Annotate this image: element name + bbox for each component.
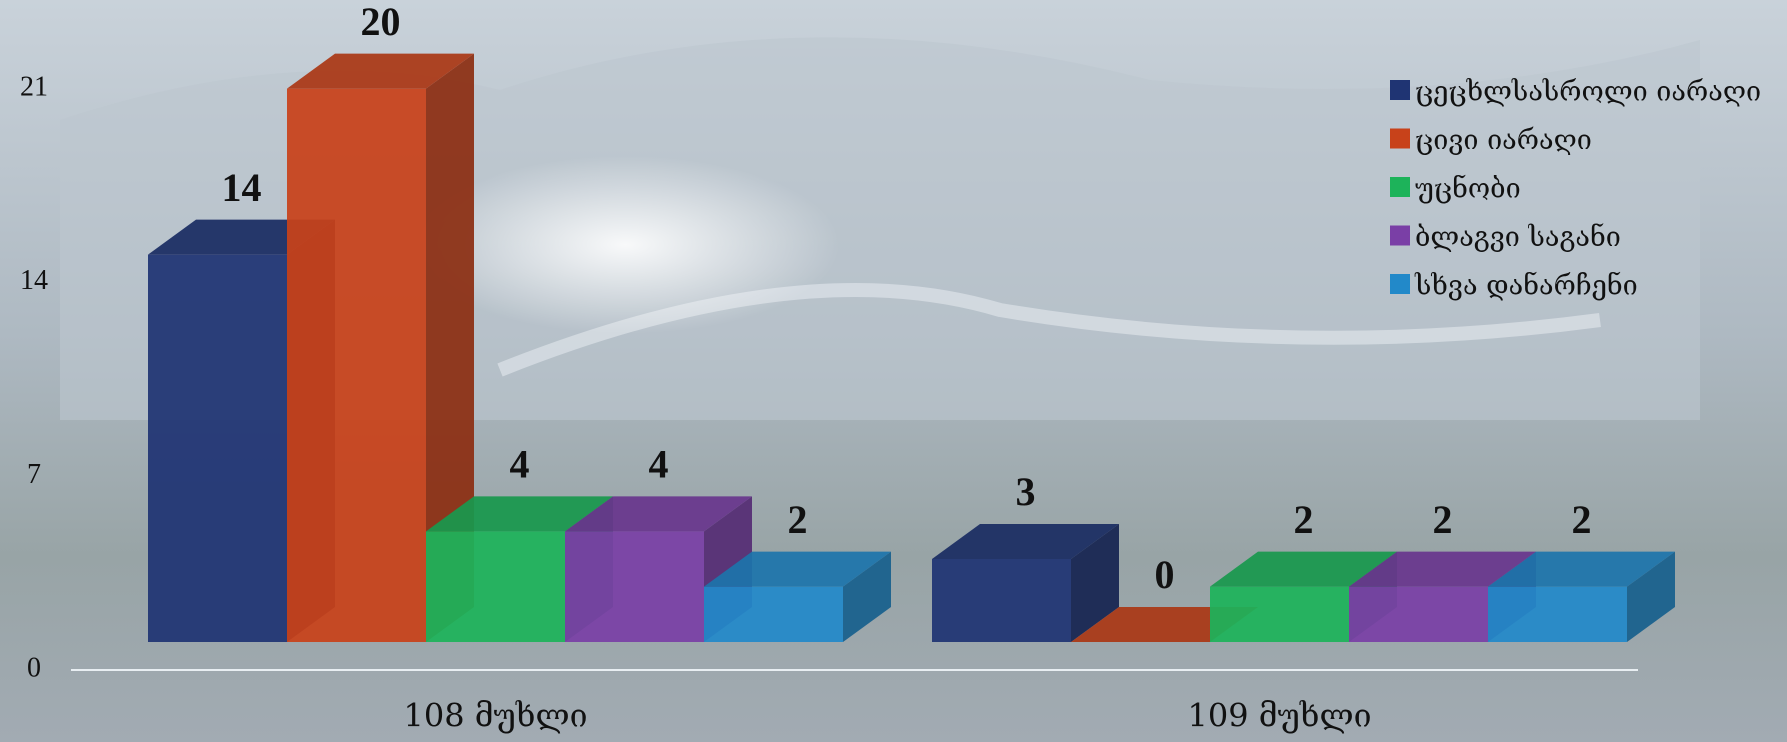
value-label: 4: [510, 442, 530, 487]
bar-front: [426, 531, 565, 642]
legend-swatch: [1390, 128, 1410, 149]
legend-swatch: [1390, 225, 1410, 246]
bar-top: [1210, 551, 1397, 587]
value-label: 2: [1294, 497, 1314, 542]
bar-front: [1349, 586, 1488, 642]
legend-swatch: [1390, 274, 1410, 294]
bar-front: [287, 88, 426, 642]
value-label: 20: [361, 0, 401, 44]
value-label: 3: [1016, 469, 1036, 514]
bar-front: [148, 254, 287, 642]
bar-top: [565, 496, 752, 532]
value-label: 0: [1155, 552, 1175, 597]
bar-front: [704, 586, 843, 642]
bar-top: [1488, 551, 1675, 587]
bar-top: [704, 551, 891, 587]
value-label: 14: [222, 165, 262, 210]
y-tick-label: 7: [27, 459, 41, 490]
y-tick-label: 14: [20, 265, 48, 296]
value-label: 2: [788, 497, 808, 542]
bar-front: [565, 531, 704, 642]
x-tick-label: 108 მუხლი: [404, 697, 588, 735]
legend-label: ცეცხლსასროლი იარაღი: [1415, 77, 1761, 108]
bar-top: [1349, 551, 1536, 587]
y-tick-label: 21: [20, 71, 48, 102]
legend-swatch: [1390, 177, 1410, 197]
legend-label: ბლაგვი საგანი: [1415, 222, 1621, 253]
bar-front: [1210, 586, 1349, 642]
y-tick-label: 0: [27, 652, 41, 683]
legend-label: ცივი იარაღი: [1415, 125, 1592, 156]
value-label: 2: [1572, 497, 1592, 542]
legend-label: უცნობი: [1415, 174, 1521, 205]
bar-top: [426, 496, 613, 532]
bar-top: [932, 524, 1119, 559]
value-label: 4: [649, 442, 669, 487]
bar-side: [1627, 551, 1675, 642]
bar-side: [843, 551, 891, 642]
bar-front: [932, 559, 1071, 642]
bar-side: [426, 53, 474, 642]
bar-top: [287, 53, 474, 89]
value-label: 2: [1433, 497, 1453, 542]
bar-side: [1071, 524, 1119, 642]
x-tick-label: 109 მუხლი: [1188, 697, 1372, 735]
legend-swatch: [1390, 80, 1410, 100]
legend-label: სხვა დანარჩენი: [1414, 271, 1638, 302]
bar-front: [1488, 586, 1627, 642]
